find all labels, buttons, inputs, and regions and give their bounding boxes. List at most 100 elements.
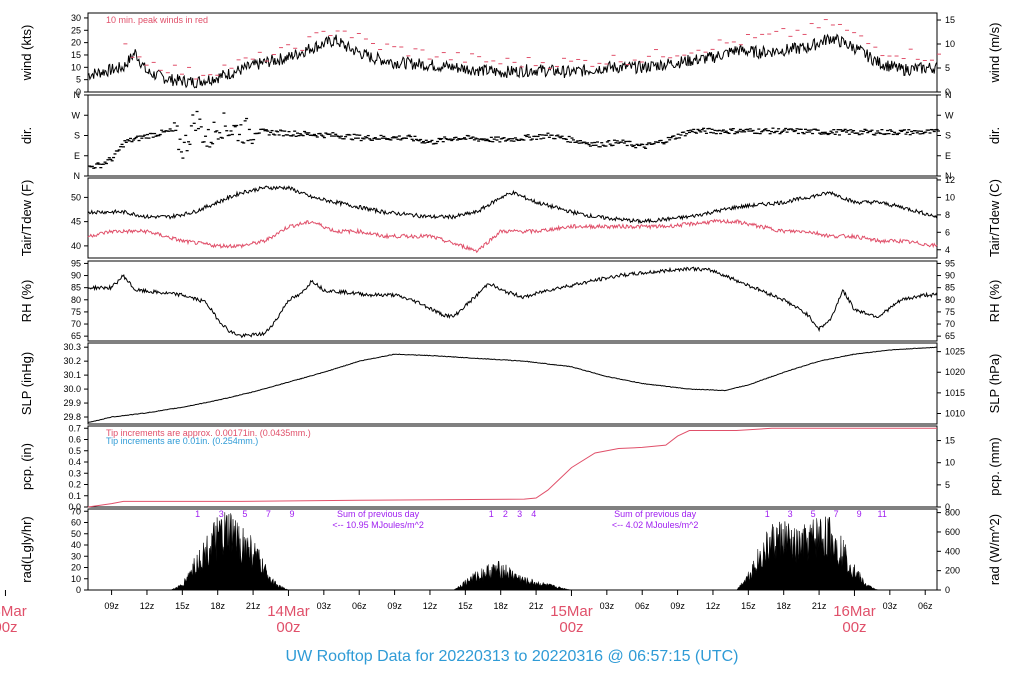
tick-label-right: 15 (945, 436, 955, 446)
ylabel-left-rh: RH (%) (19, 280, 34, 323)
tick-label-left: 0.3 (68, 468, 81, 478)
tick-label-right: N (945, 171, 952, 181)
time-tick-label: 21z (812, 601, 827, 611)
hour-marker-day1: 5 (242, 509, 247, 519)
ylabel-left-slp: SLP (inHg) (19, 352, 34, 415)
tick-label-left: 65 (71, 331, 81, 341)
tick-label-right: 10 (945, 39, 955, 49)
day-label-month: 13Mar (0, 603, 27, 620)
tick-label-right: 600 (945, 527, 960, 537)
tick-label-right: 15 (945, 15, 955, 25)
tick-label-left: 5 (76, 75, 81, 85)
day-label-month: 15Mar (550, 603, 593, 620)
tick-label-left: 75 (71, 307, 81, 317)
tick-label-right: 1010 (945, 408, 965, 418)
tick-label-right: 90 (945, 271, 955, 281)
ylabel-right-temp: Tair/Tdew (C) (987, 179, 1002, 257)
ylabel-right-rad: rad (W/m^2) (987, 514, 1002, 585)
sum-label-2: Sum of previous day (614, 509, 697, 519)
annotation-peak-winds: 10 min. peak winds in red (106, 15, 208, 25)
tick-label-left: S (74, 131, 80, 141)
tick-label-left: 0 (76, 585, 81, 595)
tick-label-left: 0.0 (68, 502, 81, 512)
time-tick-label: 12z (706, 601, 721, 611)
tick-label-right: W (945, 110, 954, 120)
tick-label-right: 70 (945, 319, 955, 329)
time-tick-label: 18z (210, 601, 225, 611)
ylabel-right-dir: dir. (987, 127, 1002, 144)
ylabel-right-rh: RH (%) (987, 280, 1002, 323)
time-tick-label: 15z (175, 601, 190, 611)
tick-label-left: 50 (71, 192, 81, 202)
hour-marker-day1: 3 (219, 509, 224, 519)
tick-label-right: 0 (945, 585, 950, 595)
time-tick-label: 06z (918, 601, 933, 611)
tick-label-right: S (945, 131, 951, 141)
annotation-tip-red: Tip increments are approx. 0.00171in. (0… (106, 428, 311, 438)
tick-label-right: 1015 (945, 388, 965, 398)
tick-label-left: N (74, 171, 81, 181)
panel-frame-rh (87, 260, 938, 342)
tick-label-right: 5 (945, 480, 950, 490)
tick-label-left: 29.8 (63, 412, 81, 422)
tick-label-left: 30.3 (63, 342, 81, 352)
time-tick-label: 21z (246, 601, 261, 611)
hour-marker-day2: 1 (489, 509, 494, 519)
series-air-temp (87, 185, 938, 225)
hour-marker-day2: 2 (503, 509, 508, 519)
tick-label-right: 12 (945, 175, 955, 185)
ylabel-right-slp: SLP (hPa) (987, 354, 1002, 414)
tick-label-left: 30.1 (63, 370, 81, 380)
tick-label-right: 85 (945, 283, 955, 293)
tick-label-right: 10 (945, 458, 955, 468)
tick-label-right: 1025 (945, 347, 965, 357)
ylabel-right-pcp: pcp. (mm) (987, 437, 1002, 496)
tick-label-left: 40 (71, 241, 81, 251)
tick-label-left: 0.1 (68, 491, 81, 501)
ylabel-left-pcp: pcp. (in) (19, 443, 34, 490)
sum-value-1: <-- 10.95 MJoules/m^2 (332, 520, 424, 530)
tick-label-left: 15 (71, 50, 81, 60)
tick-label-right: E (945, 151, 951, 161)
time-tick-label: 12z (140, 601, 155, 611)
time-tick-label: 06z (352, 601, 367, 611)
time-tick-label: 15z (741, 601, 756, 611)
hour-marker-day3: 5 (811, 509, 816, 519)
tick-label-left: 30 (71, 551, 81, 561)
tick-label-left: 30.0 (63, 384, 81, 394)
day-label-hour: 00z (276, 619, 300, 636)
series-wind-speed (87, 33, 938, 89)
ylabel-right-wind: wind (m/s) (987, 23, 1002, 84)
tick-label-left: E (74, 151, 80, 161)
hour-marker-day1: 7 (266, 509, 271, 519)
panel-frame-slp (87, 342, 938, 425)
tick-label-left: 0.5 (68, 446, 81, 456)
tick-label-left: 0.7 (68, 423, 81, 433)
tick-label-left: 0.4 (68, 457, 81, 467)
tick-label-left: 0 (76, 87, 81, 97)
tick-label-right: N (945, 90, 952, 100)
series-radiation (88, 512, 937, 591)
tick-label-right: 800 (945, 508, 960, 518)
tick-label-right: 200 (945, 566, 960, 576)
time-tick-label: 18z (493, 601, 508, 611)
sum-label-1: Sum of previous day (337, 509, 420, 519)
tick-label-right: 0 (945, 502, 950, 512)
time-tick-label: 03z (317, 601, 332, 611)
time-tick-label: 09z (104, 601, 119, 611)
tick-label-left: 25 (71, 25, 81, 35)
series-rh (87, 266, 938, 339)
ylabel-left-dir: dir. (19, 127, 34, 144)
time-tick-label: 12z (423, 601, 438, 611)
day-label-hour: 00z (559, 619, 583, 636)
tick-label-left: 30.2 (63, 356, 81, 366)
hour-marker-day3: 3 (788, 509, 793, 519)
panel-frame-dir (87, 94, 938, 177)
time-tick-label: 15z (458, 601, 473, 611)
footer-title: UW Rooftop Data for 20220313 to 20220316… (285, 648, 739, 665)
day-label-month: 16Mar (833, 603, 876, 620)
series-precip (87, 427, 937, 508)
day-label-month: 14Mar (267, 603, 310, 620)
tick-label-left: 29.9 (63, 398, 81, 408)
